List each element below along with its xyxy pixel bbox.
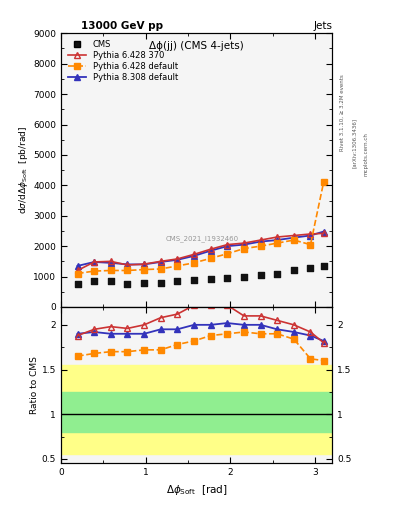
Point xyxy=(307,264,314,272)
Point xyxy=(291,266,297,274)
Text: mcplots.cern.ch: mcplots.cern.ch xyxy=(364,132,369,176)
Point xyxy=(174,276,180,285)
Point xyxy=(320,262,327,270)
Point xyxy=(224,274,230,282)
Text: [arXiv:1306.3436]: [arXiv:1306.3436] xyxy=(352,118,357,168)
Point xyxy=(274,269,280,278)
X-axis label: $\Delta\phi_{\rm Soft}$  [rad]: $\Delta\phi_{\rm Soft}$ [rad] xyxy=(165,483,228,497)
Text: Rivet 3.1.10, ≥ 3.2M events: Rivet 3.1.10, ≥ 3.2M events xyxy=(340,74,345,151)
Y-axis label: Ratio to CMS: Ratio to CMS xyxy=(30,356,39,414)
Point xyxy=(191,276,197,284)
Text: 13000 GeV pp: 13000 GeV pp xyxy=(81,20,163,31)
Point xyxy=(257,271,264,279)
Point xyxy=(91,276,97,285)
Y-axis label: d$\sigma$/d$\Delta\phi_{\rm Soft}$  [pb/rad]: d$\sigma$/d$\Delta\phi_{\rm Soft}$ [pb/r… xyxy=(17,126,30,215)
Text: CMS_2021_I1932460: CMS_2021_I1932460 xyxy=(165,235,239,242)
Text: Δϕ(jj) (CMS 4-jets): Δϕ(jj) (CMS 4-jets) xyxy=(149,41,244,52)
Point xyxy=(74,280,81,288)
Bar xyxy=(61,392,332,432)
Point xyxy=(158,279,164,287)
Point xyxy=(208,275,214,283)
Legend: CMS, Pythia 6.428 370, Pythia 6.428 default, Pythia 8.308 default: CMS, Pythia 6.428 370, Pythia 6.428 defa… xyxy=(65,37,180,84)
Point xyxy=(141,279,147,287)
Text: Jets: Jets xyxy=(313,20,332,31)
Point xyxy=(108,277,114,285)
Point xyxy=(124,280,130,288)
Point xyxy=(241,272,247,281)
Bar xyxy=(61,365,332,455)
